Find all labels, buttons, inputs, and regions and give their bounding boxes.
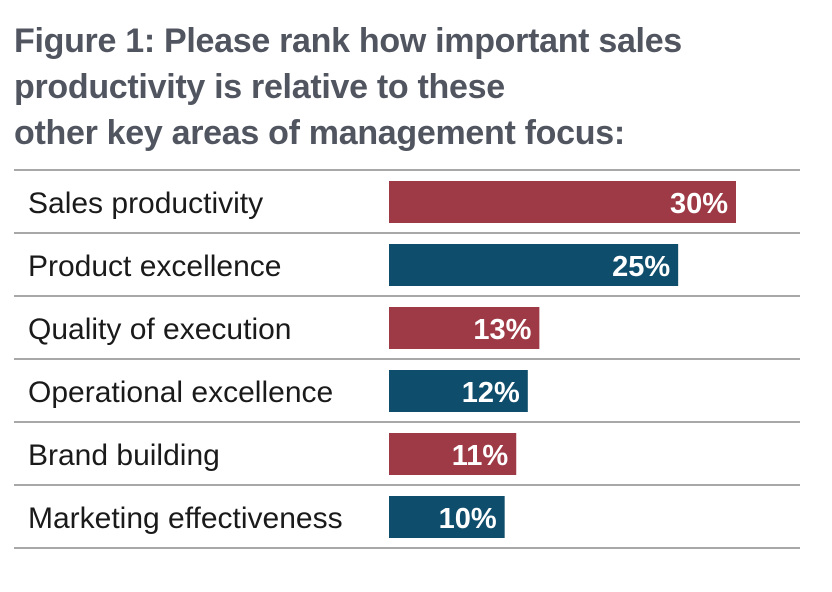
chart-title-line-2: productivity is relative to these <box>14 68 505 106</box>
category-label: Sales productivity <box>28 187 263 220</box>
value-label: 11% <box>452 440 509 472</box>
bar <box>389 181 736 223</box>
bar-row: Marketing effectiveness 10% <box>14 496 800 549</box>
bar-row: Brand building 11% <box>14 433 800 486</box>
category-label: Operational excellence <box>28 376 333 409</box>
value-label: 25% <box>612 251 670 283</box>
bar-row: Operational excellence 12% <box>14 370 800 423</box>
bar <box>389 244 679 286</box>
chart-title-line-3: other key areas of management focus: <box>14 114 625 152</box>
chart-title: Figure 1: Please rank how important sale… <box>14 18 814 156</box>
category-label: Marketing effectiveness <box>28 502 343 535</box>
value-label: 30% <box>670 188 728 220</box>
category-label: Brand building <box>28 439 220 472</box>
value-label: 12% <box>462 377 520 409</box>
bar <box>389 496 505 538</box>
bar <box>389 433 517 475</box>
bar-row: Quality of execution 13% <box>14 307 800 360</box>
value-label: 13% <box>473 314 531 346</box>
bar-row: Product excellence 25% <box>14 244 800 297</box>
chart-title-line-1: Figure 1: Please rank how important sale… <box>14 22 682 60</box>
category-label: Product excellence <box>28 250 281 283</box>
category-label: Quality of execution <box>28 313 291 346</box>
value-label: 10% <box>439 503 497 535</box>
bar <box>389 370 528 412</box>
bar-row: Sales productivity 30% <box>14 181 800 234</box>
bar <box>389 307 540 349</box>
